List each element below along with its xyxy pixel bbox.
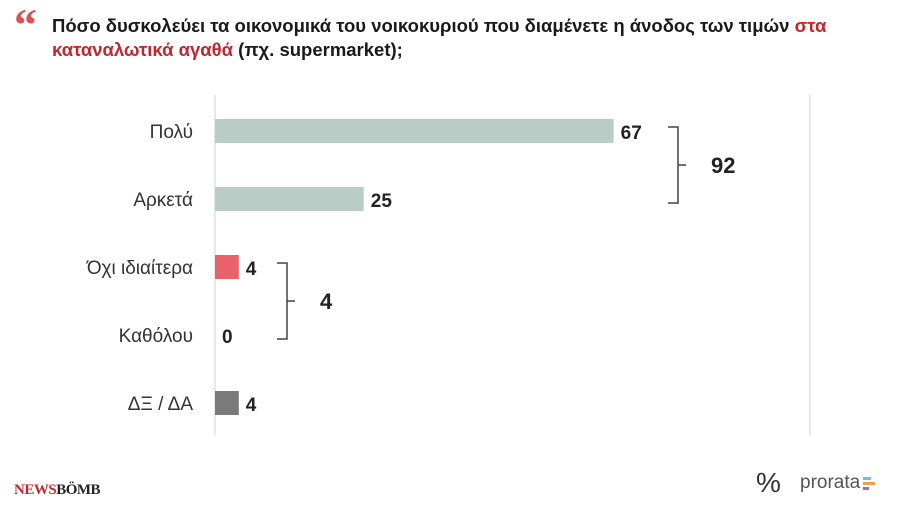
prorata-logo: % prorata <box>756 467 876 498</box>
category-label: ΔΞ / ΔΑ <box>128 394 194 415</box>
prorata-wordmark: prorata <box>800 472 861 493</box>
bar <box>215 391 239 415</box>
title-highlight: στα καταναλωτικά αγαθά <box>52 15 827 60</box>
value-label: 0 <box>222 327 233 348</box>
value-label: 25 <box>371 191 393 212</box>
prorata-bars-icon <box>863 476 876 490</box>
bar <box>215 187 364 211</box>
category-label: Όχι ιδιαίτερα <box>86 258 193 279</box>
value-label: 4 <box>246 259 257 280</box>
title-part1: Πόσο δυσκολεύει τα οικονομικά του νοικοκ… <box>52 15 795 36</box>
bar <box>215 119 614 143</box>
category-label: Πολύ <box>150 122 193 143</box>
group-total-label: 92 <box>711 153 735 178</box>
category-label: Καθόλου <box>119 326 193 347</box>
value-label: 67 <box>621 123 642 144</box>
chart-title: Πόσο δυσκολεύει τα οικονομικά του νοικοκ… <box>52 14 872 62</box>
category-label: Αρκετά <box>133 190 193 211</box>
group-bracket <box>668 126 686 204</box>
quote-icon: “ <box>14 0 37 50</box>
group-bracket <box>277 262 295 340</box>
group-total-label: 4 <box>320 289 333 314</box>
bar <box>215 255 239 279</box>
newsbomb-logo: NEWSBÖMB <box>14 482 101 498</box>
value-label: 4 <box>246 395 257 416</box>
percent-icon: % <box>756 467 781 498</box>
title-part2: (πχ. supermarket); <box>233 39 403 60</box>
